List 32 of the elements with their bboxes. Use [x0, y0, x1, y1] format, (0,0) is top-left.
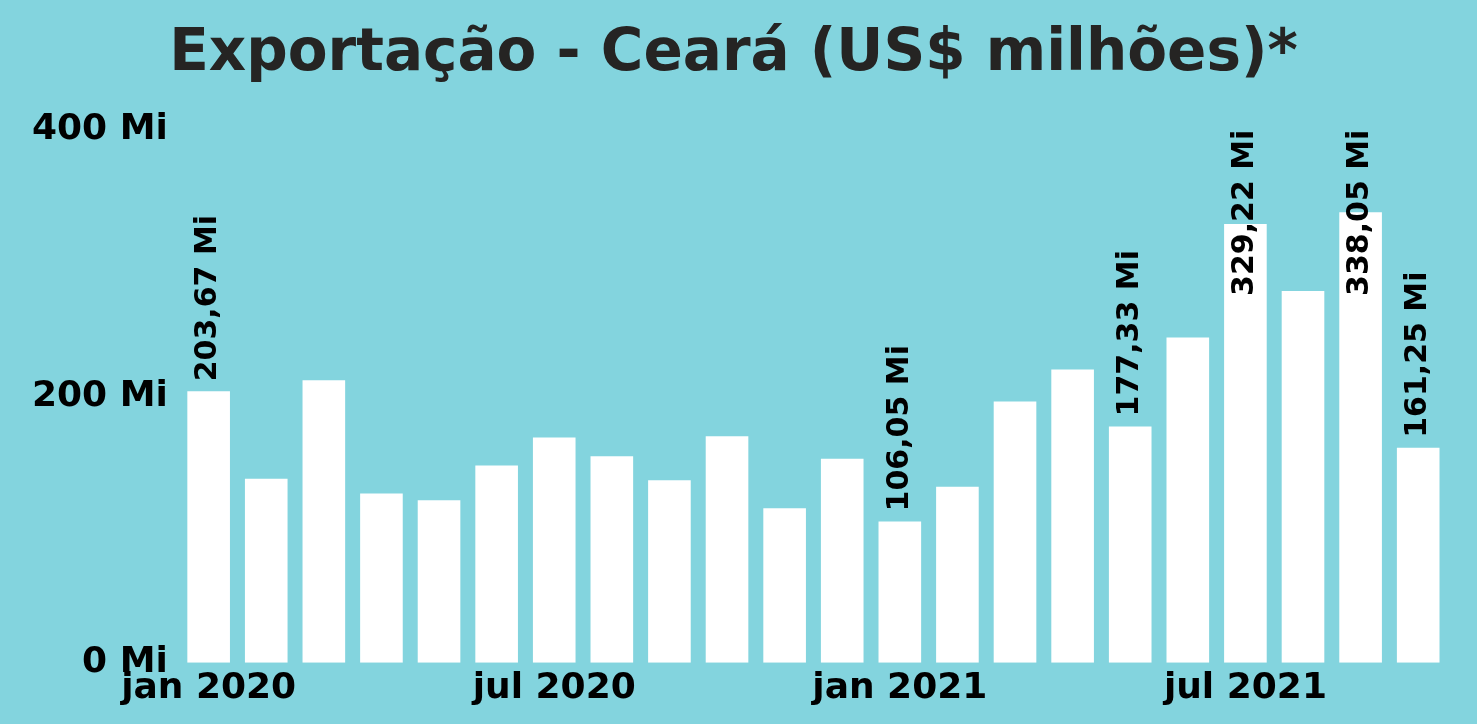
bar — [302, 380, 346, 663]
bar — [1108, 426, 1152, 663]
bar — [705, 436, 749, 663]
bar — [1396, 447, 1440, 663]
bar — [475, 465, 518, 663]
x-tick-label: jan 2021 — [810, 664, 988, 706]
x-tick-label: jul 2021 — [1161, 664, 1327, 706]
data-label: 338,05 Mi — [1340, 129, 1376, 296]
bar — [590, 456, 634, 663]
bar — [187, 391, 230, 663]
bar — [532, 437, 576, 663]
data-label: 329,22 Mi — [1225, 129, 1261, 296]
data-label: 203,67 Mi — [188, 214, 224, 382]
bar — [244, 478, 288, 663]
bar — [820, 458, 864, 663]
y-tick-label: 200 Mi — [32, 372, 168, 414]
bar — [1281, 290, 1325, 663]
bar — [1051, 369, 1094, 663]
bar — [1166, 337, 1210, 663]
data-label: 161,25 Mi — [1398, 271, 1433, 438]
bar — [417, 500, 461, 663]
bar — [878, 521, 922, 663]
y-tick-label: 400 Mi — [32, 105, 168, 147]
bar — [936, 486, 979, 663]
bar — [360, 493, 403, 663]
bar — [648, 480, 691, 663]
x-tick-label: jul 2020 — [470, 664, 636, 706]
bar — [993, 401, 1037, 663]
data-label: 177,33 Mi — [1110, 250, 1146, 417]
chart-title: Exportação - Ceará (US$ milhões)* — [169, 15, 1298, 84]
data-label: 106,05 Mi — [879, 345, 915, 512]
bar — [763, 508, 806, 663]
